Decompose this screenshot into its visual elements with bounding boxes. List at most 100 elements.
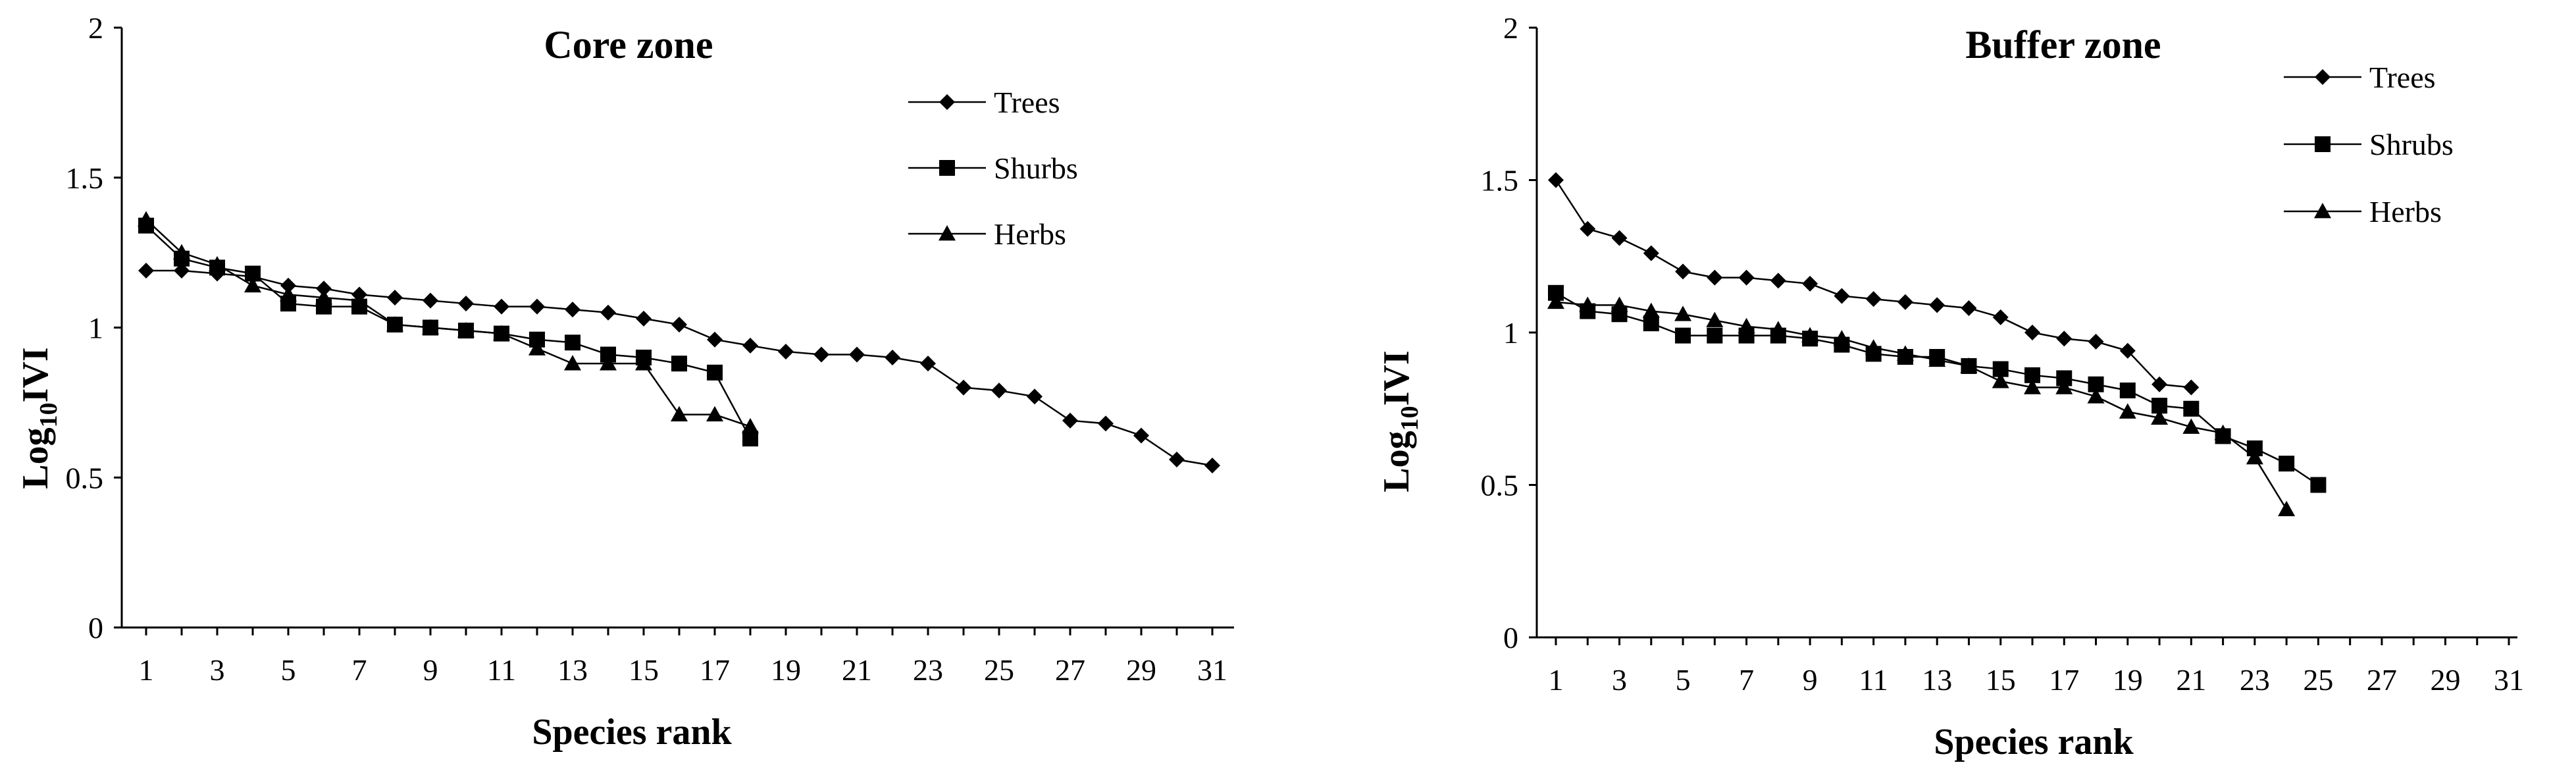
buffer-herbs-point xyxy=(1992,373,2009,388)
y-tick-label: 0.5 xyxy=(1481,469,1519,502)
core-zone-chart: Core zone Log10IVI Species rank 0 0.5 1 1.5… xyxy=(15,11,1234,753)
buffer-trees-point xyxy=(2088,333,2104,350)
core-trees-point xyxy=(885,350,900,366)
buffer-herbs-point xyxy=(2151,409,2169,425)
x-tick-label: 23 xyxy=(2240,663,2270,697)
buffer-herbs-line xyxy=(1555,301,2288,510)
core-zone-y-ticks: 0 0.5 1 1.5 2 xyxy=(66,11,122,645)
buffer-trees-point xyxy=(1611,230,1628,246)
core-herbs-point xyxy=(564,355,581,371)
x-tick-label: 21 xyxy=(2176,663,2206,697)
core-trees-point xyxy=(920,356,936,372)
buffer-herbs-point xyxy=(1960,357,1978,373)
core-trees-point xyxy=(636,310,652,327)
core-herbs-line xyxy=(145,219,751,427)
x-tick-label: 11 xyxy=(1859,663,1888,697)
y-tick-label: 2 xyxy=(88,11,103,45)
legend-label: Herbs xyxy=(994,217,1066,251)
core-shurbs-point xyxy=(671,356,687,372)
core-trees-point xyxy=(565,302,580,318)
core-trees-point xyxy=(387,289,403,306)
x-tick-label: 15 xyxy=(629,653,659,687)
legend-label: Shurbs xyxy=(994,151,1078,185)
buffer-trees-point xyxy=(2056,331,2073,347)
x-tick-label: 15 xyxy=(1986,663,2016,697)
core-trees-point xyxy=(138,262,154,279)
buffer-zone-title: Buffer zone xyxy=(1965,23,2161,67)
buffer-trees-point xyxy=(2119,342,2136,359)
core-trees-point xyxy=(956,379,971,396)
x-tick-label: 19 xyxy=(2113,663,2143,697)
x-tick-label: 17 xyxy=(700,653,730,687)
y-label-log: Log xyxy=(15,427,56,489)
core-herbs-point xyxy=(600,355,617,371)
buffer-trees-point xyxy=(1802,275,1818,292)
core-herbs-point xyxy=(671,406,688,421)
buffer-trees-point xyxy=(1548,172,1564,188)
core-trees-point xyxy=(991,383,1007,399)
core-trees-point xyxy=(849,346,865,363)
core-herbs-point xyxy=(209,255,226,272)
buffer-shrubs-point xyxy=(2183,400,2200,417)
buffer-trees-point xyxy=(1675,263,1691,280)
core-herbs-point xyxy=(493,325,510,341)
buffer-zone-y-axis-label: Log10IVI xyxy=(1376,350,1424,492)
buffer-trees-point xyxy=(1897,294,1913,310)
buffer-herbs-point xyxy=(2214,424,2232,440)
legend-marker xyxy=(939,94,955,110)
core-trees-point xyxy=(458,296,474,312)
core-zone-series xyxy=(138,211,1220,474)
core-shurbs-point xyxy=(565,334,580,351)
core-trees-point xyxy=(494,298,509,315)
x-tick-label: 11 xyxy=(487,653,516,687)
core-trees-point xyxy=(423,292,438,309)
legend-label: Shrubs xyxy=(2369,128,2454,161)
buffer-trees-point xyxy=(1992,309,2009,325)
buffer-herbs-point xyxy=(1801,327,1819,343)
buffer-trees-point xyxy=(1738,269,1755,286)
buffer-herbs-point xyxy=(1738,317,1755,334)
core-shurbs-point xyxy=(707,364,723,381)
buffer-shrubs-point xyxy=(1707,327,1723,344)
buffer-shrubs-line xyxy=(1555,292,2319,486)
core-trees-point xyxy=(813,346,829,363)
legend-marker xyxy=(2315,69,2331,85)
x-tick-label: 31 xyxy=(1197,653,1227,687)
x-tick-label: 27 xyxy=(1055,653,1085,687)
buffer-zone-series xyxy=(1547,172,2327,516)
buffer-trees-point xyxy=(1707,269,1723,286)
buffer-zone-y-ticks: 0 0.5 1 1.5 2 xyxy=(1481,11,1537,654)
buffer-shrubs-point xyxy=(2279,456,2295,472)
buffer-trees-point xyxy=(1643,245,1659,261)
core-trees-point xyxy=(600,304,616,321)
x-tick-label: 9 xyxy=(1803,663,1818,697)
x-tick-label: 31 xyxy=(2494,663,2524,697)
y-tick-label: 0.5 xyxy=(66,461,104,494)
buffer-trees-point xyxy=(1580,221,1596,237)
buffer-herbs-point xyxy=(2119,403,2136,419)
buffer-trees-point xyxy=(1865,291,1882,307)
legend-marker xyxy=(939,160,955,176)
core-herbs-point xyxy=(528,340,546,356)
buffer-shrubs-point xyxy=(2310,477,2327,493)
core-herbs-point xyxy=(706,406,723,421)
x-tick-label: 5 xyxy=(281,653,296,687)
core-herbs-point xyxy=(244,277,261,293)
buffer-zone-legend: Trees Shrubs Herbs xyxy=(2284,61,2454,228)
buffer-shrubs-point xyxy=(2119,382,2136,398)
core-trees-point xyxy=(280,277,296,294)
buffer-herbs-point xyxy=(1547,293,1564,309)
buffer-herbs-point xyxy=(1865,339,1882,355)
buffer-trees-point xyxy=(1834,288,1850,304)
buffer-zone-chart: Buffer zone Log10IVI Species rank 00.511… xyxy=(1376,11,2524,762)
buffer-herbs-point xyxy=(1706,311,1724,327)
core-trees-point xyxy=(1062,412,1078,429)
legend-marker xyxy=(2314,203,2331,219)
x-tick-label: 3 xyxy=(1612,663,1627,697)
core-trees-point xyxy=(1204,458,1220,474)
core-shurbs-line xyxy=(145,225,752,439)
core-herbs-point xyxy=(422,319,439,334)
buffer-herbs-point xyxy=(1642,302,1660,318)
buffer-herbs-point xyxy=(2087,388,2105,404)
